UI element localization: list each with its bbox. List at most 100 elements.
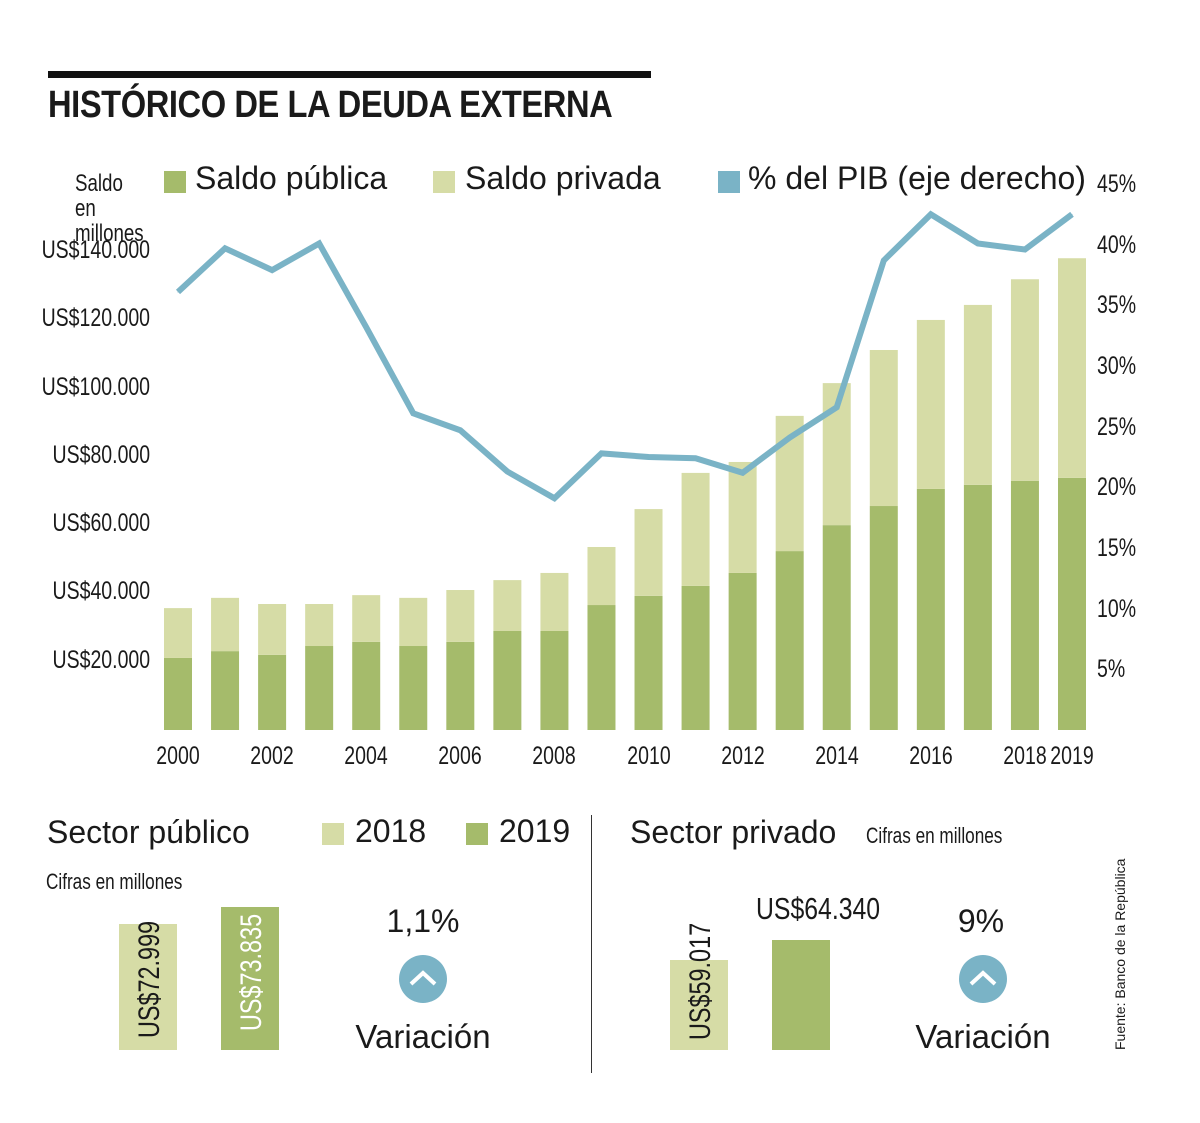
point-pib-2002	[271, 269, 273, 271]
point-pib-2008	[553, 497, 555, 499]
bar-publica-2000	[164, 657, 192, 730]
y-tick-label: US$80.000	[52, 440, 150, 469]
y2-tick-label: 35%	[1097, 291, 1137, 320]
bar-privada-2007	[493, 580, 522, 631]
bar-publica-2005	[399, 646, 428, 730]
y2-tick-label: 10%	[1097, 594, 1137, 623]
y-tick-label: US$20.000	[52, 645, 150, 674]
bar-privada-2001	[211, 597, 240, 652]
page-title: HISTÓRICO DE LA DEUDA EXTERNA	[48, 84, 613, 126]
bar-publica-2010	[634, 595, 663, 730]
bar-publica-2001	[211, 651, 240, 730]
point-pib-2010	[648, 456, 650, 458]
bar-publica-2017	[963, 484, 992, 730]
bar-privada-2019	[1058, 258, 1086, 478]
debt-chart	[164, 210, 1086, 730]
publico-value-2019: US$73.835	[235, 913, 268, 1031]
privado-subtitle: Cifras en millones	[866, 823, 1003, 848]
bar-privada-2006	[446, 590, 475, 642]
x-tick-label: 2016	[909, 742, 953, 770]
bar-publica-2002	[258, 654, 287, 730]
point-pib-2011	[695, 457, 697, 459]
publico-variation-label: Variación	[355, 1018, 491, 1055]
legend-label-pib: % del PIB (eje derecho)	[748, 160, 1086, 196]
x-tick-label: 2006	[438, 742, 483, 770]
publico-bar-2018: US$72.999	[119, 921, 177, 1050]
y-tick-label: US$100.000	[41, 372, 150, 401]
bar-publica-2004	[352, 641, 381, 730]
point-pib-2005	[412, 412, 414, 414]
point-pib-2012	[742, 472, 744, 474]
y2-tick-label: 30%	[1097, 352, 1137, 380]
point-pib-2001	[224, 247, 226, 249]
point-pib-2017	[977, 242, 979, 244]
bar-privada-2012	[728, 461, 757, 573]
x-tick-label: 2018	[1003, 742, 1047, 770]
point-pib-2004	[365, 326, 367, 328]
bar-privada-2016	[916, 319, 945, 489]
bar-publica-2009	[587, 605, 616, 730]
bar-privada-2005	[399, 597, 428, 647]
y-tick-label: US$40.000	[52, 577, 150, 606]
bar-publica-2006	[446, 641, 475, 730]
y2-tick-label: 45%	[1097, 170, 1137, 198]
bar-publica-2011	[681, 585, 710, 730]
x-tick-label: 2002	[250, 742, 294, 770]
privado-bar-2019	[772, 940, 830, 1050]
y2-tick-label: 15%	[1097, 534, 1137, 562]
bar-publica-2019	[1058, 477, 1086, 730]
privado-variation-label: Variación	[915, 1018, 1051, 1055]
bar-publica-2013	[775, 551, 804, 730]
bar-publica-2014	[822, 525, 851, 730]
y-tick-label: US$140.000	[41, 236, 150, 264]
bar-privada-2004	[352, 595, 381, 642]
bar-publica-2003	[305, 646, 334, 730]
y2-tick-label: 5%	[1097, 655, 1126, 684]
bar-publica-2008	[540, 630, 569, 730]
bar-privada-2010	[634, 509, 663, 596]
bar-privada-2000	[164, 608, 192, 658]
privado-variation: 9%	[957, 903, 1005, 939]
bar-publica-2018	[1010, 480, 1039, 730]
chevron-up-icon	[959, 955, 1007, 1003]
point-pib-2016	[930, 213, 932, 215]
privado-bar-2018: US$59.017	[670, 923, 728, 1050]
line-pib	[175, 210, 1074, 502]
chevron-up-icon	[399, 955, 447, 1003]
bar-privada-2015	[869, 349, 898, 507]
privado-value-2018: US$59.017	[684, 922, 717, 1040]
bar-privada-2017	[963, 304, 992, 485]
publico-subtitle: Cifras en millones	[46, 869, 183, 894]
publico-bar-2019: US$73.835	[221, 907, 279, 1050]
x-tick-label: 2004	[344, 742, 388, 770]
x-tick-label: 2012	[720, 742, 765, 770]
section-divider	[591, 815, 592, 1073]
legend-label-2019: 2019	[499, 813, 571, 849]
bar-privada-2011	[681, 472, 710, 586]
point-pib-2007	[506, 471, 508, 473]
bar-privada-2009	[587, 546, 616, 606]
point-pib-2006	[459, 429, 461, 431]
legend-label-2018: 2018	[355, 813, 427, 849]
publico-variation: 1,1%	[386, 903, 460, 939]
source-note: Fuente: Banco de la República	[1112, 858, 1128, 1050]
title-rule	[48, 71, 651, 78]
x-tick-label: 2019	[1050, 742, 1094, 770]
y2-tick-label: 40%	[1097, 230, 1137, 259]
x-tick-label: 2010	[626, 742, 671, 770]
point-pib-2019	[1071, 213, 1073, 215]
privado-value-2019: US$64.340	[756, 891, 881, 926]
bar-publica-2015	[869, 506, 898, 730]
y-axis-label: Saldo en millones	[75, 170, 144, 247]
bar-privada-2003	[305, 604, 334, 647]
bar-privada-2018	[1010, 279, 1039, 481]
x-tick-label: 2014	[815, 742, 859, 770]
legend-swatch-2019	[466, 823, 488, 845]
bar-privada-2002	[258, 604, 287, 655]
publico-title: Sector público	[47, 814, 250, 850]
x-tick-label: 2000	[156, 742, 200, 770]
legend-swatch-privada	[433, 171, 455, 193]
bar-publica-2007	[493, 630, 522, 730]
point-pib-2003	[318, 242, 320, 244]
point-pib-2018	[1024, 249, 1026, 251]
